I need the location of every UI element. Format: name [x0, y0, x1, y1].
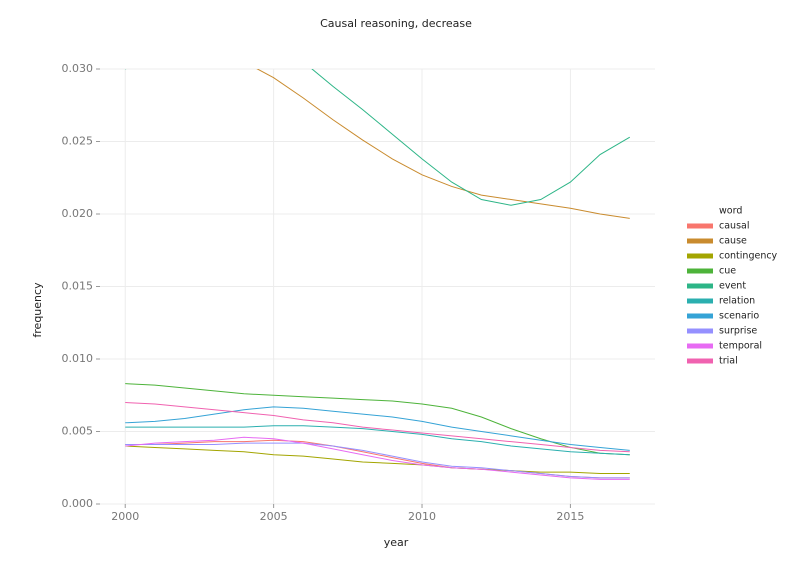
legend-label: contingency — [719, 251, 778, 262]
legend-label: temporal — [719, 341, 762, 352]
x-tick-label: 2000 — [111, 510, 139, 523]
legend-key — [687, 253, 713, 259]
legend-label: causal — [719, 221, 749, 232]
legend-key — [687, 313, 713, 319]
legend-key — [687, 238, 713, 244]
legend-key — [687, 298, 713, 304]
data-line — [125, 69, 631, 206]
legend-title: word — [719, 206, 742, 217]
y-tick-label: 0.000 — [62, 497, 94, 510]
y-tick-label: 0.025 — [62, 135, 94, 148]
legend-key — [687, 283, 713, 289]
legend-label: surprise — [719, 326, 757, 337]
chart-title: Causal reasoning, decrease — [320, 17, 472, 30]
legend-label: cue — [719, 266, 736, 277]
y-tick-label: 0.015 — [62, 280, 94, 293]
data-line — [125, 436, 630, 480]
data-line — [256, 69, 630, 219]
legend-key — [687, 223, 713, 229]
data-line — [125, 442, 630, 479]
legend-key — [687, 343, 713, 349]
x-tick-label: 2015 — [556, 510, 584, 523]
y-tick-label: 0.020 — [62, 207, 94, 220]
y-tick-label: 0.030 — [62, 62, 94, 75]
x-axis-label: year — [384, 536, 409, 549]
data-line — [125, 425, 630, 456]
data-line — [125, 383, 630, 456]
legend-label: cause — [719, 236, 747, 247]
legend-label: relation — [719, 296, 755, 307]
y-tick-label: 0.010 — [62, 352, 94, 365]
legend-label: scenario — [719, 311, 759, 322]
x-tick-label: 2010 — [408, 510, 436, 523]
data-line — [125, 402, 630, 453]
legend-label: trial — [719, 356, 738, 367]
data-line — [125, 406, 630, 451]
legend-key — [687, 358, 713, 364]
data-line — [125, 445, 630, 475]
legend-key — [687, 328, 713, 334]
legend-key — [687, 268, 713, 274]
y-tick-label: 0.005 — [62, 425, 94, 438]
legend-label: event — [719, 281, 746, 292]
plot-area — [125, 69, 631, 480]
y-axis-label: frequency — [31, 282, 44, 338]
x-tick-label: 2005 — [260, 510, 288, 523]
